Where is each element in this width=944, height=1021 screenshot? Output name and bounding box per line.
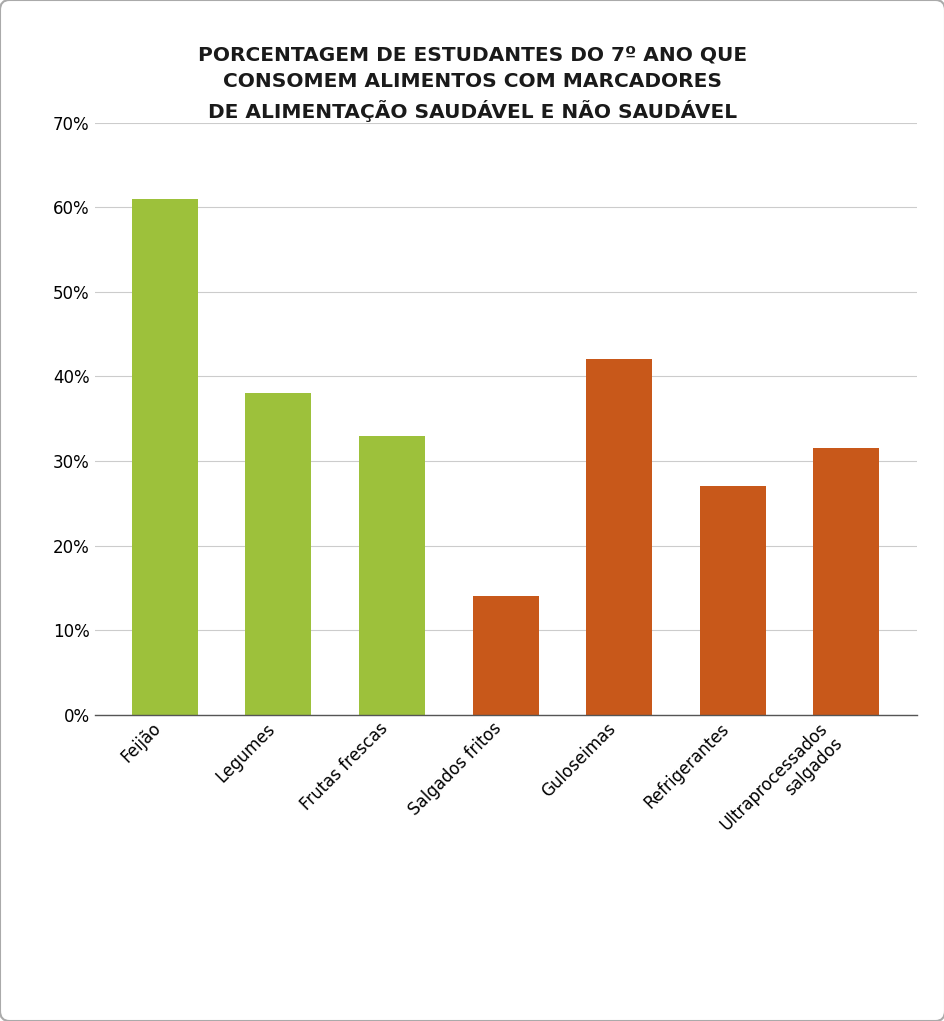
Bar — [472, 596, 538, 715]
Bar — [700, 486, 765, 715]
Bar — [813, 448, 878, 715]
Bar — [245, 393, 311, 715]
Text: PORCENTAGEM DE ESTUDANTES DO 7º ANO QUE
CONSOMEM ALIMENTOS COM MARCADORES
DE ALI: PORCENTAGEM DE ESTUDANTES DO 7º ANO QUE … — [197, 46, 747, 123]
Bar — [359, 436, 425, 715]
Bar — [132, 199, 197, 715]
Bar — [585, 359, 651, 715]
